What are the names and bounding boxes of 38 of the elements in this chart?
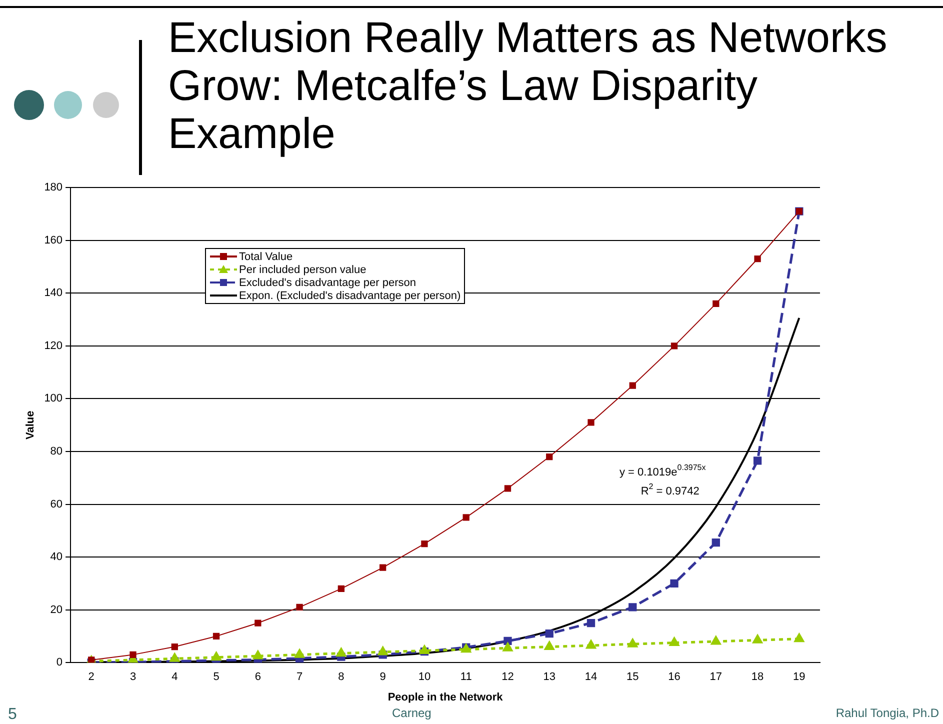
- y-tick-label: 20: [50, 604, 63, 616]
- x-tick-label: 11: [460, 671, 472, 684]
- y-tick-label: 100: [44, 392, 63, 405]
- x-tick-label: 5: [213, 671, 220, 684]
- x-tick-label: 7: [296, 671, 303, 684]
- y-tick-label: 140: [44, 287, 63, 300]
- text: Rahul Tongia, Ph.D: [836, 706, 939, 720]
- x-tick-label: 18: [751, 671, 764, 684]
- chart-title: Exclusion Really Matters as Networks Grow: Metcalfe’s Law Disparity Example: [168, 14, 888, 158]
- x-tick-label: 19: [793, 671, 806, 684]
- x-tick-label: 16: [668, 671, 680, 684]
- x-tick-label: 4: [172, 671, 178, 684]
- y-tick-label: 160: [44, 234, 63, 246]
- x-tick-label: 3: [130, 671, 136, 684]
- y-tick-label: 40: [50, 551, 63, 564]
- y-tick-label: 120: [44, 340, 63, 352]
- x-tick-label: 9: [380, 671, 386, 684]
- y-tick-label: 60: [50, 498, 63, 510]
- x-tick-label: 6: [254, 671, 261, 684]
- text: 5: [8, 706, 17, 724]
- text: Carneg: [392, 706, 432, 720]
- x-tick-label: 15: [626, 671, 639, 684]
- legend-label: Total Value: [239, 250, 293, 262]
- x-tick-label: 14: [584, 671, 598, 684]
- x-axis-title: People in the Network: [388, 691, 504, 704]
- legend-label: Per included person value: [239, 264, 366, 276]
- y-tick-label: 180: [44, 182, 63, 194]
- x-tick-label: 17: [710, 671, 722, 684]
- y-tick-label: 0: [56, 656, 63, 669]
- x-tick-label: 13: [543, 671, 556, 684]
- x-tick-label: 10: [418, 671, 431, 684]
- legend-label: Excluded's disadvantage per person: [239, 276, 416, 288]
- x-tick-label: 12: [502, 671, 514, 684]
- y-tick-label: 80: [50, 446, 63, 458]
- legend-label: Expon. (Excluded's disadvantage per person): [239, 290, 461, 302]
- x-tick-label: 2: [88, 671, 94, 684]
- x-tick-label: 8: [338, 671, 344, 684]
- y-axis-title: Value: [24, 410, 37, 440]
